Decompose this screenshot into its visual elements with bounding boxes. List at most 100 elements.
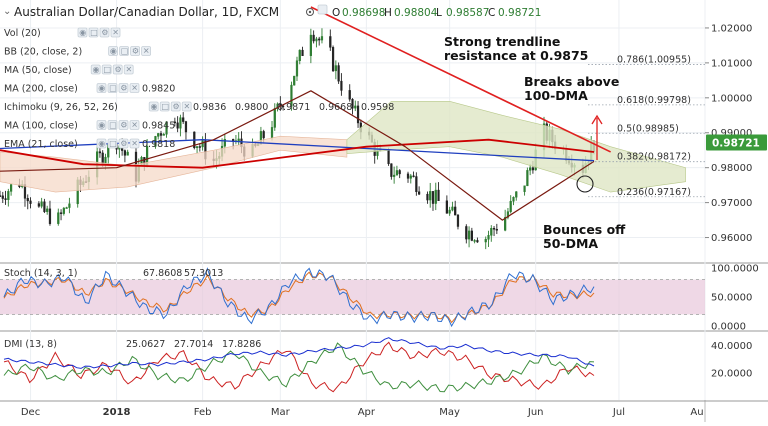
legend-control-button[interactable]: [118, 120, 129, 130]
legend-control-glyph: ⚙: [115, 65, 122, 74]
candle-body: [290, 84, 293, 107]
legend-control-button[interactable]: [90, 64, 101, 75]
candle-body: [301, 49, 304, 56]
candle-body: [395, 170, 399, 176]
legend-control-glyph: □: [104, 65, 112, 74]
legend-control-button[interactable]: [112, 64, 123, 75]
candle-body: [48, 208, 52, 224]
legend-control-button[interactable]: [88, 27, 99, 38]
legend-control-button[interactable]: [118, 138, 129, 149]
candle-body: [101, 152, 104, 165]
candle-body: [451, 206, 454, 211]
candle-body: [465, 226, 468, 240]
candle-body: [7, 191, 10, 200]
legend-control-button[interactable]: [107, 83, 118, 93]
indicator-value-4-3: 0.9668: [319, 102, 352, 113]
legend-control-button[interactable]: [123, 64, 134, 75]
candle-body: [437, 189, 440, 202]
legend-control-button[interactable]: [170, 101, 181, 112]
legend-control-button[interactable]: [159, 101, 170, 112]
indicator-value-5-0: 0.9845: [142, 121, 175, 132]
settings-button[interactable]: [317, 4, 328, 15]
candle-body: [37, 203, 40, 207]
price-axis-label: 1.01000: [711, 58, 752, 69]
legend-control-button[interactable]: [107, 138, 118, 149]
candle-body: [65, 207, 68, 209]
legend-control-button[interactable]: [110, 27, 121, 38]
candle-body: [270, 127, 274, 139]
legend-control-button[interactable]: [181, 101, 192, 112]
price-axis-label: 0.97000: [711, 198, 752, 209]
legend-control-glyph: □: [109, 121, 117, 130]
time-axis-label: Jun: [527, 407, 544, 418]
legend-control-glyph: ✕: [143, 47, 150, 56]
candle-body: [529, 167, 532, 171]
candle-body: [448, 209, 451, 214]
legend-control-glyph: ✕: [126, 65, 133, 74]
candle-body: [9, 184, 13, 192]
candle-body: [467, 230, 471, 240]
candle-body: [473, 240, 476, 242]
candle-body: [509, 200, 512, 212]
legend-control-glyph: □: [90, 28, 98, 37]
indicator-label-5: MA (100, close): [4, 121, 78, 132]
legend-control-glyph: ✕: [131, 121, 138, 130]
candle-body: [262, 131, 265, 139]
candle-body: [506, 211, 510, 218]
candle-body: [354, 105, 357, 109]
candle-body: [337, 65, 340, 82]
time-axis-label: Dec: [21, 407, 40, 418]
candle-body: [59, 212, 63, 214]
indicator-value-3-0: 0.9820: [142, 84, 175, 95]
ohlc-value-h: 0.98804: [394, 7, 438, 19]
current-price-value: 0.98721: [712, 137, 760, 149]
annotation-resistance-line1: Strong trendline: [444, 34, 560, 49]
candle-body: [68, 203, 71, 208]
resistance-trendline: [310, 6, 611, 153]
bounce-circle-marker: [576, 175, 594, 193]
legend-control-button[interactable]: [129, 83, 140, 93]
dmi-minus-di-line: [3, 341, 595, 393]
candle-body: [1, 195, 4, 199]
breakout-arrow-head: [591, 114, 603, 125]
ohlc-label-c: C: [488, 7, 495, 19]
legend-control-button[interactable]: [129, 138, 140, 149]
legend-control-button[interactable]: [96, 120, 107, 130]
candle-body: [484, 238, 487, 243]
time-axis-label: Apr: [358, 407, 376, 418]
candle-body: [429, 191, 432, 201]
fib-level-label-0.618: 0.618(0.99798): [617, 95, 691, 106]
candle-body: [232, 139, 235, 142]
candle-body: [29, 200, 32, 204]
candle-body: [356, 105, 360, 124]
legend-control-button[interactable]: [118, 83, 129, 93]
collapse-chevron-icon[interactable]: ⌄: [3, 6, 11, 17]
legend-control-button[interactable]: [108, 46, 118, 56]
price-axis-label: 1.00000: [711, 93, 752, 104]
legend-control-glyph: □: [162, 102, 170, 111]
candle-body: [470, 230, 473, 241]
legend-control-button[interactable]: [101, 64, 112, 75]
indicator-value-4-0: 0.9836: [193, 102, 226, 113]
candle-body: [340, 80, 343, 91]
legend-control-button[interactable]: [96, 83, 107, 93]
ichimoku-cloud-late: [346, 101, 686, 193]
legend-control-button[interactable]: [96, 138, 107, 149]
legend-control-button[interactable]: [148, 101, 159, 112]
legend-control-button[interactable]: [99, 27, 110, 38]
legend-control-button[interactable]: [130, 46, 141, 56]
indicator-value-6-0: 0.9818: [142, 139, 175, 150]
legend-control-button[interactable]: [77, 27, 88, 38]
ma-100-line: [0, 138, 595, 169]
candle-body: [223, 139, 226, 147]
legend-control-button[interactable]: [107, 120, 118, 130]
legend-control-button[interactable]: [129, 120, 140, 130]
dmi-plus-di-line: [3, 342, 595, 393]
price-axis-label: 0.99000: [711, 128, 752, 139]
candle-body: [182, 117, 185, 122]
legend-control-button[interactable]: [119, 46, 129, 56]
legend-control-glyph: ✕: [112, 28, 119, 37]
legend-control-glyph: □: [109, 139, 117, 148]
legend-control-glyph: □: [121, 47, 129, 56]
legend-control-button[interactable]: [141, 46, 152, 56]
